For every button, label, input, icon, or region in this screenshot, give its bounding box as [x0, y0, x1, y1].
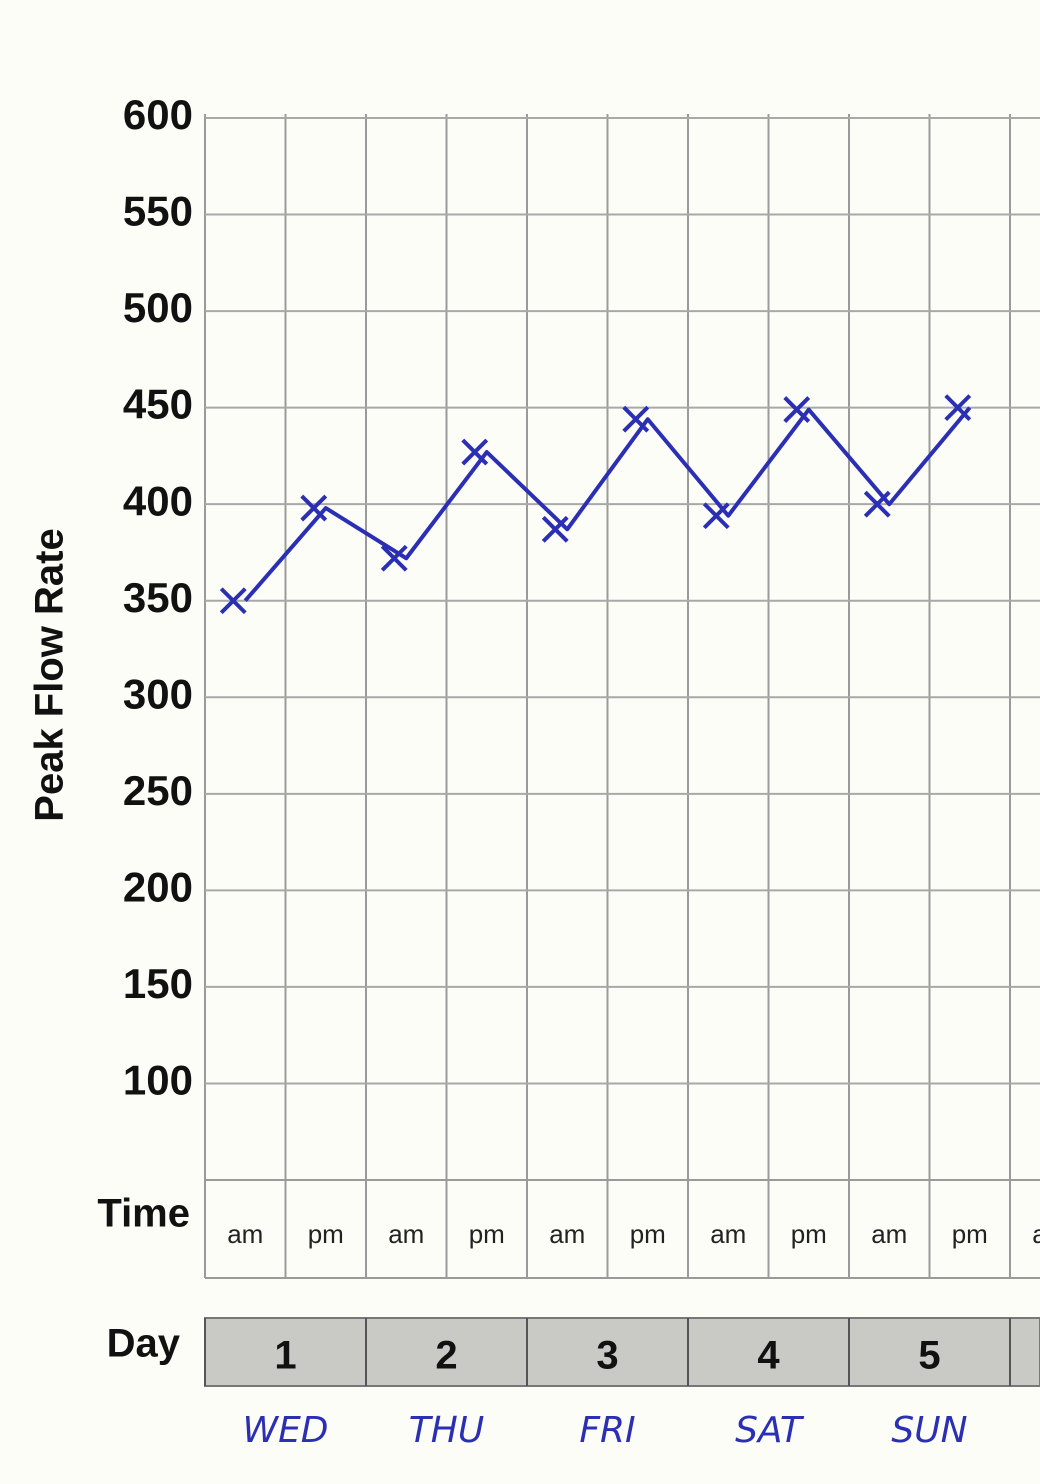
- y-tick-label: 150: [123, 960, 193, 1007]
- x-marker: [541, 515, 569, 543]
- x-tick-label: am: [227, 1219, 263, 1249]
- x-tick-label: am: [1032, 1219, 1040, 1249]
- day-number: 3: [596, 1334, 618, 1378]
- y-tick-label: 600: [123, 91, 193, 138]
- x-marker: [461, 438, 489, 466]
- day-number: 2: [435, 1334, 457, 1378]
- x-tick-label: pm: [469, 1219, 505, 1249]
- x-tick-label: pm: [952, 1219, 988, 1249]
- y-tick-label: 450: [123, 381, 193, 428]
- day-number: 1: [274, 1334, 296, 1378]
- day-note: SAT: [735, 1410, 805, 1451]
- x-marker: [863, 490, 891, 518]
- x-tick-label: am: [388, 1219, 424, 1249]
- y-tick-label: 250: [123, 767, 193, 814]
- day-row: [204, 1317, 1040, 1387]
- day-number: 4: [757, 1334, 780, 1378]
- day-note: SUN: [891, 1410, 967, 1451]
- y-tick-label: 300: [123, 670, 193, 717]
- y-tick-label: 350: [123, 574, 193, 621]
- x-marker: [622, 405, 650, 433]
- day-note: FRI: [579, 1410, 635, 1451]
- x-marker: [783, 396, 811, 423]
- day-label: Day: [107, 1322, 181, 1366]
- x-marker: [219, 587, 247, 615]
- day-number: 5: [918, 1334, 940, 1378]
- y-tick-label: 500: [123, 284, 193, 331]
- x-tick-label: pm: [791, 1219, 827, 1249]
- x-tick-label: am: [710, 1219, 746, 1249]
- x-marker: [702, 502, 730, 530]
- y-tick-label: 100: [123, 1057, 193, 1104]
- y-tick-label: 200: [123, 863, 193, 910]
- x-tick-label: pm: [630, 1219, 666, 1249]
- day-note: WED: [242, 1410, 328, 1451]
- day-note: THU: [409, 1410, 484, 1451]
- x-marker: [944, 394, 972, 422]
- x-marker: [300, 494, 328, 522]
- x-marker: [380, 544, 408, 572]
- time-label: Time: [97, 1192, 190, 1236]
- x-tick-label: am: [549, 1219, 585, 1249]
- data-line: [243, 406, 972, 603]
- y-tick-label: 400: [123, 477, 193, 524]
- y-axis-title: Peak Flow Rate: [28, 528, 72, 821]
- y-tick-label: 550: [123, 188, 193, 235]
- x-tick-label: am: [871, 1219, 907, 1249]
- x-tick-label: pm: [308, 1219, 344, 1249]
